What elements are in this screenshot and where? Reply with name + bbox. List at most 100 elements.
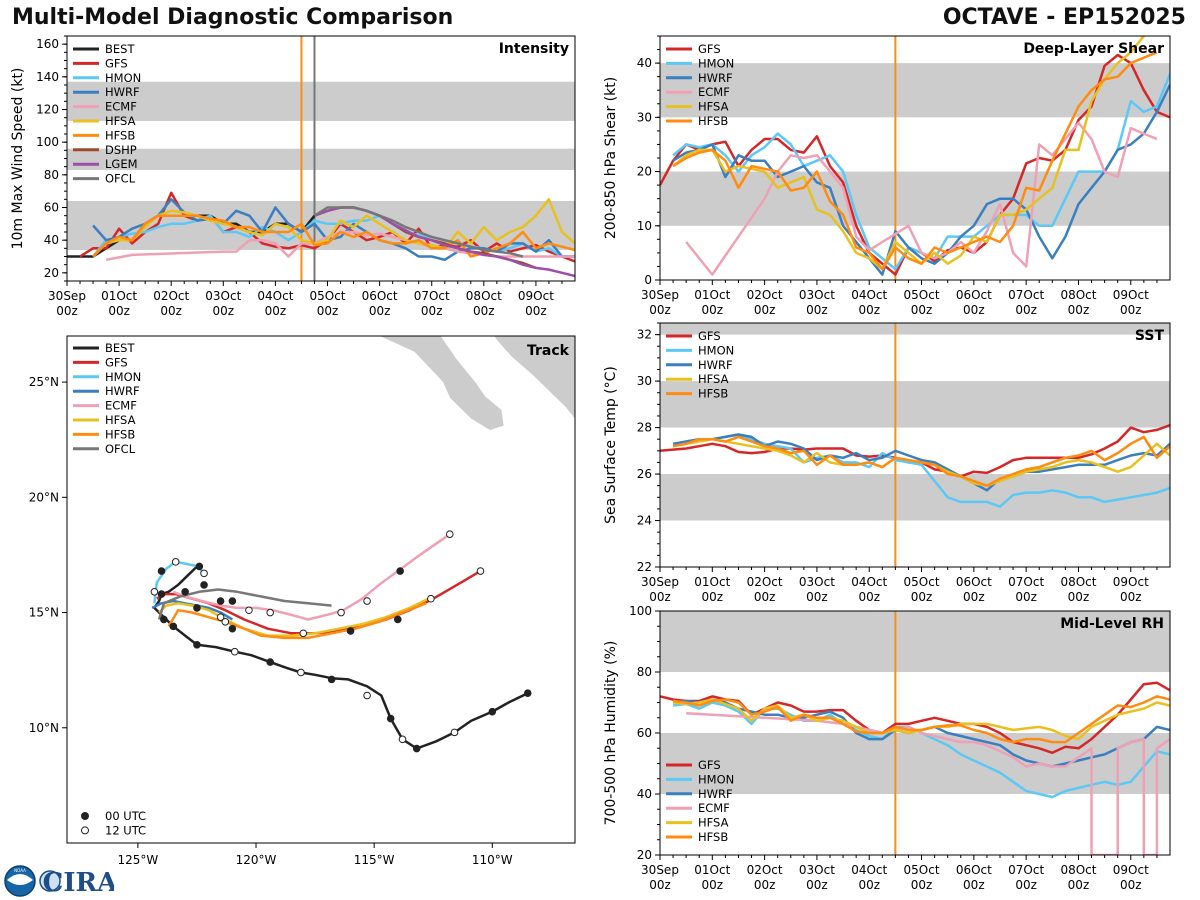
sst-xtick-label: 00z	[806, 590, 828, 604]
shear-band	[660, 63, 1170, 118]
intensity-xtick-label: 01Oct	[101, 289, 137, 303]
track-legend-label: HMON	[105, 370, 141, 384]
track-xtick-label: 115°W	[354, 853, 395, 867]
track-point-best	[488, 707, 497, 716]
track-point-hfsa	[228, 624, 237, 633]
intensity-xtick-label: 00z	[160, 304, 182, 318]
shear-legend-label: HFSB	[698, 114, 728, 128]
rh-legend-label: HFSB	[698, 830, 728, 844]
shear-xtick-label: 00z	[806, 303, 828, 317]
rh-ytick-label: 80	[637, 665, 652, 679]
intensity-xtick-label: 30Sep	[48, 289, 86, 303]
track-point-gfs	[476, 567, 485, 575]
intensity-legend-label: HWRF	[105, 85, 140, 99]
intensity-xtick-label: 00z	[473, 304, 495, 318]
track-point-best	[450, 728, 459, 737]
track-legend-label: HFSB	[105, 427, 135, 441]
track-ytick-label: 15°N	[29, 606, 59, 620]
track-point-hmon	[195, 562, 204, 571]
agency-logos: NOAA CIRA	[4, 865, 114, 898]
shear-ytick-label: 10	[637, 219, 652, 233]
sst-xtick-label: 02Oct	[747, 575, 783, 589]
track-point-ecmf	[363, 597, 371, 605]
sst-frame	[659, 322, 1171, 568]
shear-line-ecmf	[685, 121, 1158, 276]
track-legend-label: GFS	[105, 355, 128, 369]
sst-xtick-label: 04Oct	[851, 575, 887, 589]
rh-xtick-label: 06Oct	[956, 863, 992, 877]
intensity-ytick-label: 140	[36, 70, 59, 84]
intensity-legend-label: LGEM	[105, 157, 138, 171]
noaa-logo-text: NOAA	[14, 868, 26, 873]
rh-xtick-label: 00z	[1120, 878, 1142, 892]
intensity-xtick-label: 00z	[265, 304, 287, 318]
track-marker-legend-label: 00 UTC	[105, 809, 146, 823]
track-line-best	[153, 565, 529, 750]
track-point-hwrf	[200, 581, 208, 589]
intensity-xtick-label: 00z	[421, 304, 443, 318]
shear-xtick-label: 00z	[1015, 303, 1037, 317]
shear-xtick-label: 05Oct	[904, 288, 940, 302]
intensity-series	[67, 191, 575, 278]
track-xtick-label: 120°W	[236, 853, 277, 867]
shear-legend-label: HMON	[698, 56, 734, 70]
sst-xtick-label: 30Sep	[641, 575, 679, 589]
intensity-panel: 2040608010012014016030Sep00z01Oct00z02Oc…	[10, 35, 576, 318]
intensity-line-ofcl	[313, 206, 524, 258]
track-point-ofcl	[160, 615, 168, 624]
track-point-ecmf	[245, 606, 253, 615]
track-point-best	[230, 647, 239, 656]
track-legend-label: HFSA	[105, 413, 136, 427]
track-point-hfsb	[169, 622, 178, 631]
sst-ytick-label: 28	[637, 421, 652, 435]
intensity-xtick-label: 08Oct	[466, 289, 502, 303]
rh-title: Mid-Level RH	[1060, 616, 1164, 632]
shear-xtick-label: 00z	[754, 303, 776, 317]
track-point-hmon	[200, 569, 208, 578]
sst-xtick-label: 00z	[1120, 590, 1142, 604]
intensity-legend-label: BEST	[105, 42, 135, 56]
sst-legend-label: HWRF	[698, 358, 733, 372]
track-point-gfs	[216, 597, 225, 605]
track-point-hmon	[171, 558, 180, 566]
track-point-ecmf	[445, 530, 454, 538]
shear-legend-label: HWRF	[698, 71, 733, 85]
sst-ytick-label: 32	[637, 328, 652, 342]
rh-line-hfsb	[672, 695, 1170, 744]
shear-line-hwrf	[672, 84, 1170, 276]
track-point-hwrf	[193, 604, 201, 612]
shear-xtick-label: 03Oct	[799, 288, 835, 302]
shear-xtick-label: 09Oct	[1113, 288, 1149, 302]
track-point-best	[398, 735, 407, 744]
sst-xtick-label: 00z	[858, 590, 880, 604]
sst-xtick-label: 03Oct	[799, 575, 835, 589]
track-point-ecmf	[337, 608, 345, 617]
track-line-ofcl	[157, 588, 332, 620]
rh-ylabel: 700-500 hPa Humidity (%)	[603, 641, 619, 826]
intensity-xtick-label: 05Oct	[309, 289, 345, 303]
sst-xtick-label: 00z	[649, 590, 671, 604]
intensity-band	[67, 81, 575, 121]
sst-legend-label: GFS	[698, 329, 721, 343]
intensity-xtick-label: 06Oct	[362, 289, 398, 303]
intensity-xtick-label: 09Oct	[518, 289, 554, 303]
track-panel: 125°W 120°W 115°W 110°W 10°N 15°N 20°N 25°N Trac…	[29, 335, 576, 867]
sst-xtick-label: 01Oct	[694, 575, 730, 589]
intensity-line-hfsb	[92, 214, 575, 258]
shear-xtick-label: 30Sep	[641, 288, 679, 302]
track-point-best	[412, 744, 421, 753]
rh-ytick-label: 40	[637, 787, 652, 801]
sst-xtick-label: 06Oct	[956, 575, 992, 589]
rh-xtick-label: 05Oct	[904, 863, 940, 877]
sst-band	[660, 323, 1170, 335]
rh-xtick-label: 00z	[754, 878, 776, 892]
track-legend-label: ECMF	[105, 399, 137, 413]
rh-xtick-label: 01Oct	[694, 863, 730, 877]
rh-series	[660, 681, 1170, 855]
shear-xtick-label: 00z	[1068, 303, 1090, 317]
